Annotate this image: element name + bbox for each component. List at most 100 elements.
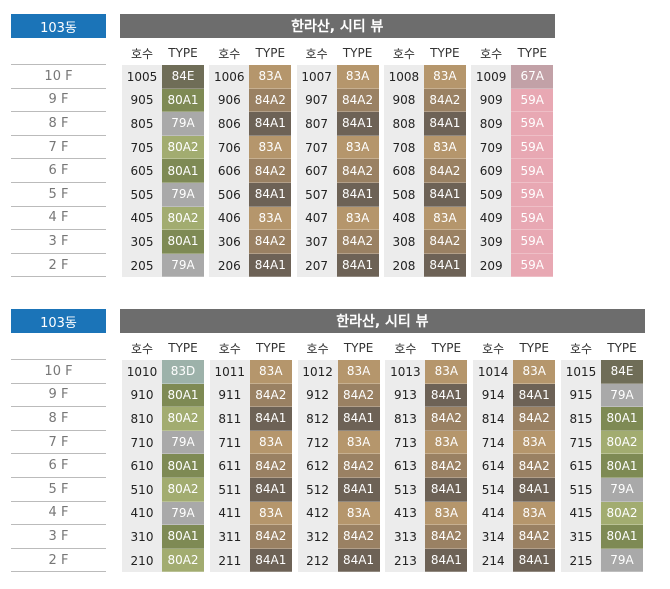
unit-number: 812: [306, 411, 330, 426]
floor-label: 10 F: [11, 65, 106, 89]
section-title: 한라산, 시티 뷰: [120, 309, 645, 333]
unit-number: 706: [217, 140, 241, 155]
floor-label: 3 F: [11, 230, 106, 254]
unit-type: 84A2: [423, 88, 466, 113]
unit-number: 813: [393, 411, 417, 426]
unit-number: 413: [393, 506, 417, 521]
unit-header: 호수: [218, 46, 241, 61]
unit-number: 307: [305, 234, 329, 249]
unit-number: 811: [218, 411, 242, 426]
unit-number: 310: [130, 529, 154, 544]
unit-type: 79A: [162, 253, 204, 278]
unit-number: 613: [393, 459, 417, 474]
floor-label: 8 F: [11, 407, 106, 431]
type-header: TYPE: [255, 46, 286, 60]
unit-number: 912: [306, 388, 330, 403]
unit-number: 915: [569, 388, 593, 403]
unit-number: 507: [305, 187, 329, 202]
unit-type: 83A: [336, 65, 379, 89]
unit-number: 911: [218, 388, 242, 403]
unit-number: 612: [306, 459, 330, 474]
unit-type: 84A1: [337, 407, 380, 431]
unit-type: 84A1: [337, 548, 380, 573]
type-header: TYPE: [168, 341, 198, 355]
unit-column-bg: [122, 65, 162, 278]
unit-number: 410: [130, 506, 154, 521]
unit-type: 80A2: [162, 478, 204, 502]
unit-type: 59A: [511, 230, 554, 254]
unit-type: 80A2: [162, 548, 204, 573]
unit-type: 80A1: [162, 383, 204, 408]
unit-type: 79A: [601, 478, 643, 502]
building-badge: 103동: [11, 14, 106, 38]
unit-type: 83A: [423, 135, 466, 160]
unit-type: 79A: [162, 501, 204, 526]
unit-type: 79A: [162, 183, 204, 207]
unit-type: 84A1: [513, 478, 556, 502]
unit-number: 414: [481, 506, 505, 521]
unit-number: 1013: [390, 364, 421, 379]
unit-number: 906: [217, 93, 241, 108]
unit-number: 315: [569, 529, 593, 544]
unit-column-bg: [297, 360, 338, 573]
unit-number: 208: [392, 258, 416, 273]
unit-header: 호수: [392, 46, 415, 61]
unit-type: 84A1: [249, 548, 292, 573]
section-title: 한라산, 시티 뷰: [120, 14, 555, 38]
unit-type: 83A: [336, 206, 379, 231]
unit-number: 313: [393, 529, 417, 544]
unit-type: 83A: [513, 501, 556, 526]
unit-number: 1011: [214, 364, 246, 379]
floor-rule: [11, 64, 106, 65]
unit-number: 506: [217, 187, 241, 202]
unit-type: 83A: [337, 430, 380, 455]
unit-number: 615: [569, 459, 593, 474]
unit-type: 80A2: [162, 135, 204, 160]
unit-number: 512: [306, 482, 330, 497]
unit-type: 83A: [337, 360, 380, 384]
unit-number: 210: [130, 553, 154, 568]
unit-type: 84A2: [249, 454, 292, 478]
unit-number: 913: [393, 388, 417, 403]
unit-number: 808: [392, 116, 416, 131]
unit-number: 707: [305, 140, 329, 155]
unit-number: 810: [130, 411, 154, 426]
unit-type: 84A1: [249, 253, 292, 278]
unit-type: 83A: [249, 501, 292, 526]
type-header: TYPE: [343, 341, 374, 355]
unit-number: 809: [479, 116, 503, 131]
unit-number: 308: [392, 234, 416, 249]
unit-number: 909: [479, 93, 503, 108]
unit-column-bg: [473, 360, 514, 573]
unit-type: 84A2: [425, 407, 468, 431]
unit-number: 611: [218, 459, 242, 474]
type-header: TYPE: [431, 341, 462, 355]
floor-label: 2 F: [11, 549, 106, 573]
unit-type: 84A2: [337, 383, 380, 408]
unit-type: 84A2: [336, 88, 379, 113]
unit-type: 83A: [249, 206, 292, 231]
unit-type: 83A: [423, 65, 466, 89]
unit-column-bg: [209, 360, 250, 573]
floor-label: 7 F: [11, 431, 106, 455]
unit-type: 59A: [511, 206, 554, 231]
unit-type: 84A2: [336, 159, 379, 183]
floor-label: 10 F: [11, 360, 106, 384]
unit-number: 408: [392, 211, 416, 226]
unit-number: 212: [306, 553, 330, 568]
unit-type: 84A1: [425, 478, 468, 502]
floor-label: 9 F: [11, 89, 106, 113]
unit-number: 608: [392, 164, 416, 179]
unit-number: 806: [217, 116, 241, 131]
unit-number: 710: [130, 435, 154, 450]
unit-number: 406: [217, 211, 241, 226]
unit-number: 206: [217, 258, 241, 273]
unit-number: 709: [479, 140, 503, 155]
unit-type: 84A1: [423, 253, 466, 278]
unit-number: 905: [130, 93, 154, 108]
unit-header: 호수: [130, 46, 154, 61]
unit-type: 80A2: [162, 407, 204, 431]
unit-type: 83A: [336, 135, 379, 160]
type-header: TYPE: [168, 46, 198, 60]
